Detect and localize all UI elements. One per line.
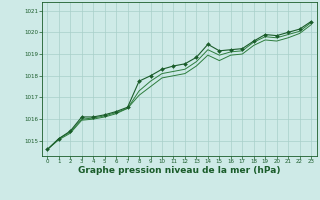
X-axis label: Graphe pression niveau de la mer (hPa): Graphe pression niveau de la mer (hPa): [78, 166, 280, 175]
